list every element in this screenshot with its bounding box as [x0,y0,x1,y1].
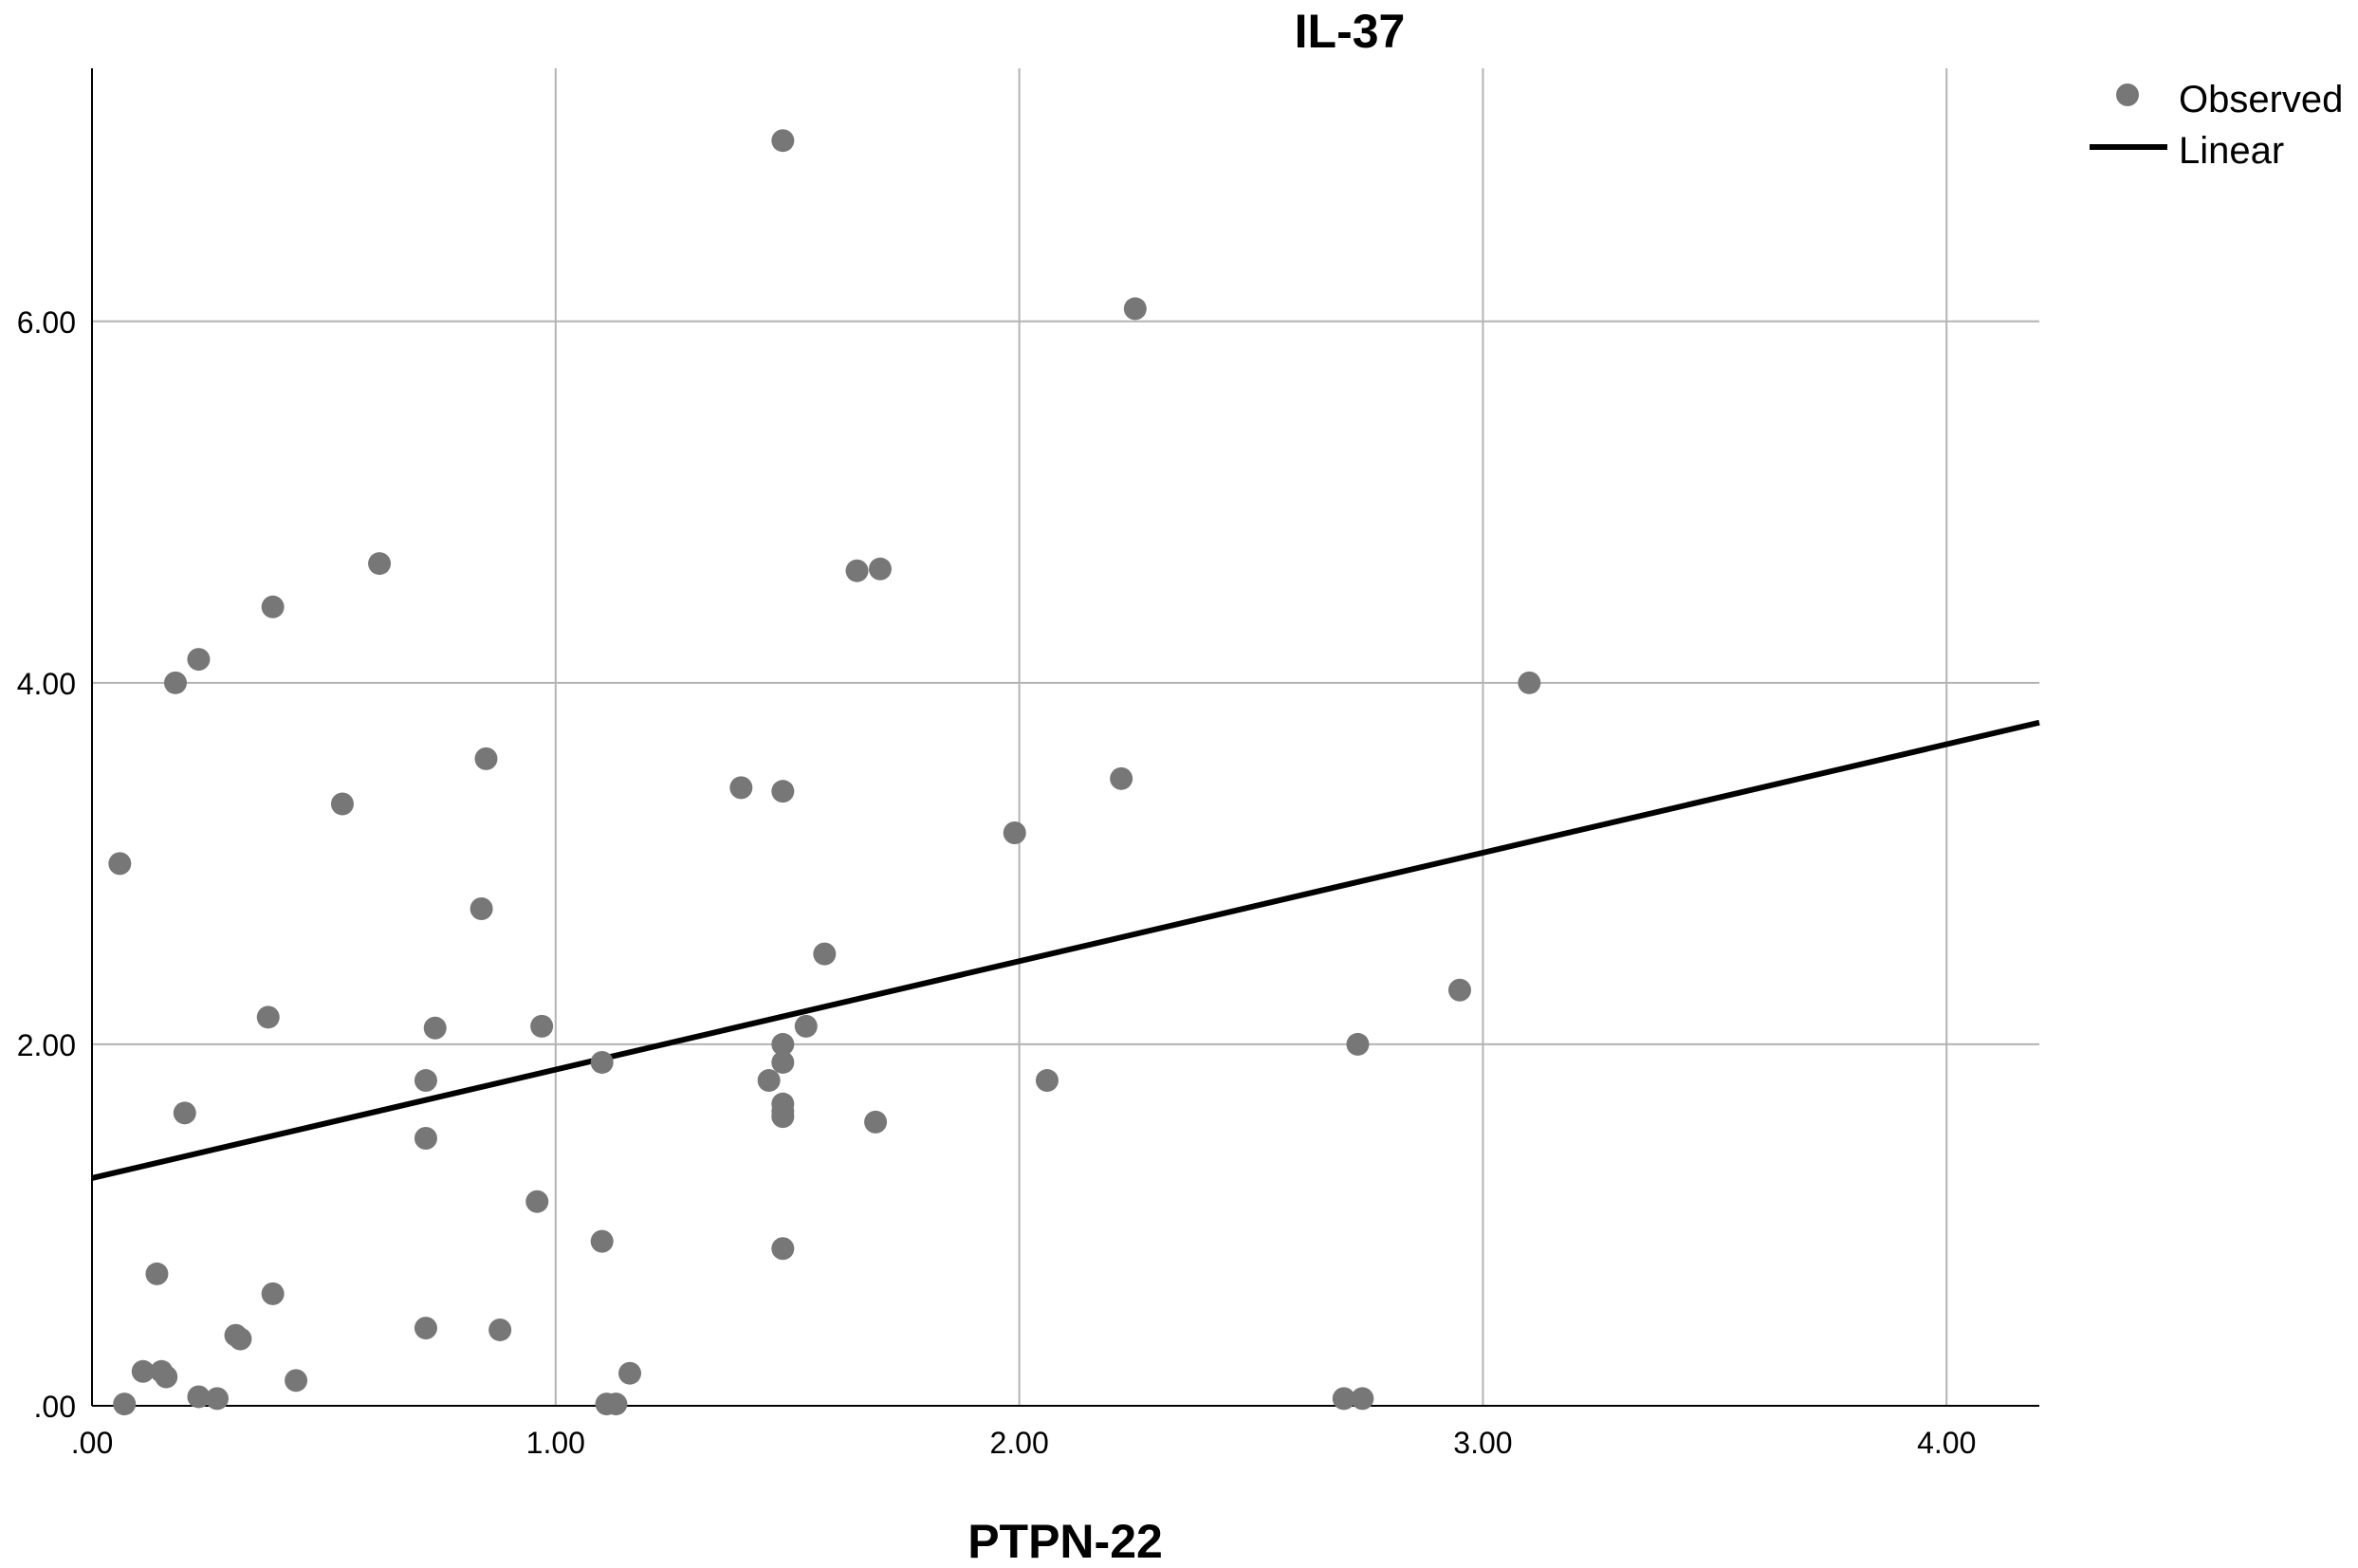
data-point [771,1032,795,1056]
data-point [187,1385,211,1409]
data-point [1351,1387,1374,1411]
legend-observed-label: Observed [2179,79,2343,120]
data-point [757,1069,781,1093]
tick-labels: .00 1.00 2.00 3.00 4.00 .00 2.00 4.00 6.00 [17,305,1977,1460]
data-point [261,595,285,618]
x-tick-label: 3.00 [1453,1426,1512,1460]
data-point [368,552,392,576]
grid-layer [92,68,2039,1406]
data-point [771,1237,795,1261]
x-tick-label: 1.00 [526,1426,585,1460]
data-point [1447,978,1471,1002]
y-tick-label: 4.00 [17,667,76,701]
data-point [794,1014,818,1038]
data-point [187,648,211,672]
y-tick-label: 2.00 [17,1028,76,1062]
x-tick-label: 2.00 [989,1426,1048,1460]
data-point [530,1014,554,1038]
legend: Observed Linear [2090,79,2343,172]
data-point [330,792,354,816]
data-point [1332,1387,1355,1411]
data-point [1035,1069,1059,1093]
data-point [1346,1032,1370,1056]
data-point [131,1359,155,1383]
data-point [604,1393,628,1416]
x-tick-label: 4.00 [1917,1426,1976,1460]
data-point [414,1317,437,1340]
data-point [414,1069,437,1093]
data-point [1003,821,1026,844]
legend-linear-label: Linear [2179,130,2284,172]
data-point [229,1327,252,1351]
data-point [868,557,892,581]
data-point [729,776,753,800]
data-point [864,1110,888,1134]
data-point [771,1105,795,1129]
data-point [1123,297,1147,321]
data-point [474,747,498,770]
axes-layer [91,68,2039,1407]
data-point [470,897,493,921]
x-axis-title: PTPN-22 [967,1515,1163,1568]
data-point [285,1369,308,1393]
chart-title: IL-37 [1295,5,1406,58]
data-point [163,671,187,694]
data-point [813,942,837,966]
legend-observed-marker [2116,83,2139,106]
data-point [590,1229,614,1253]
data-point [145,1262,169,1285]
points-layer [108,129,1541,1416]
fit-line-layer [91,719,2040,1181]
data-point [771,129,795,153]
y-tick-label: 6.00 [17,305,76,340]
data-point [845,559,869,582]
data-point [771,1050,795,1074]
data-point [771,780,795,803]
data-point [173,1101,196,1125]
data-point [1110,766,1133,790]
data-point [525,1190,549,1213]
data-point [1518,671,1541,694]
data-point [423,1016,447,1040]
data-point [414,1127,437,1150]
data-point [261,1282,285,1305]
data-point [205,1387,229,1411]
data-point [256,1005,280,1029]
x-tick-label: .00 [71,1426,113,1460]
y-tick-label: .00 [34,1390,76,1424]
data-point [108,852,132,876]
data-point [590,1050,614,1074]
data-point [113,1393,137,1416]
linear-fit-line [91,719,2040,1181]
data-point [155,1365,178,1389]
data-point [618,1361,642,1385]
data-point [488,1318,512,1341]
